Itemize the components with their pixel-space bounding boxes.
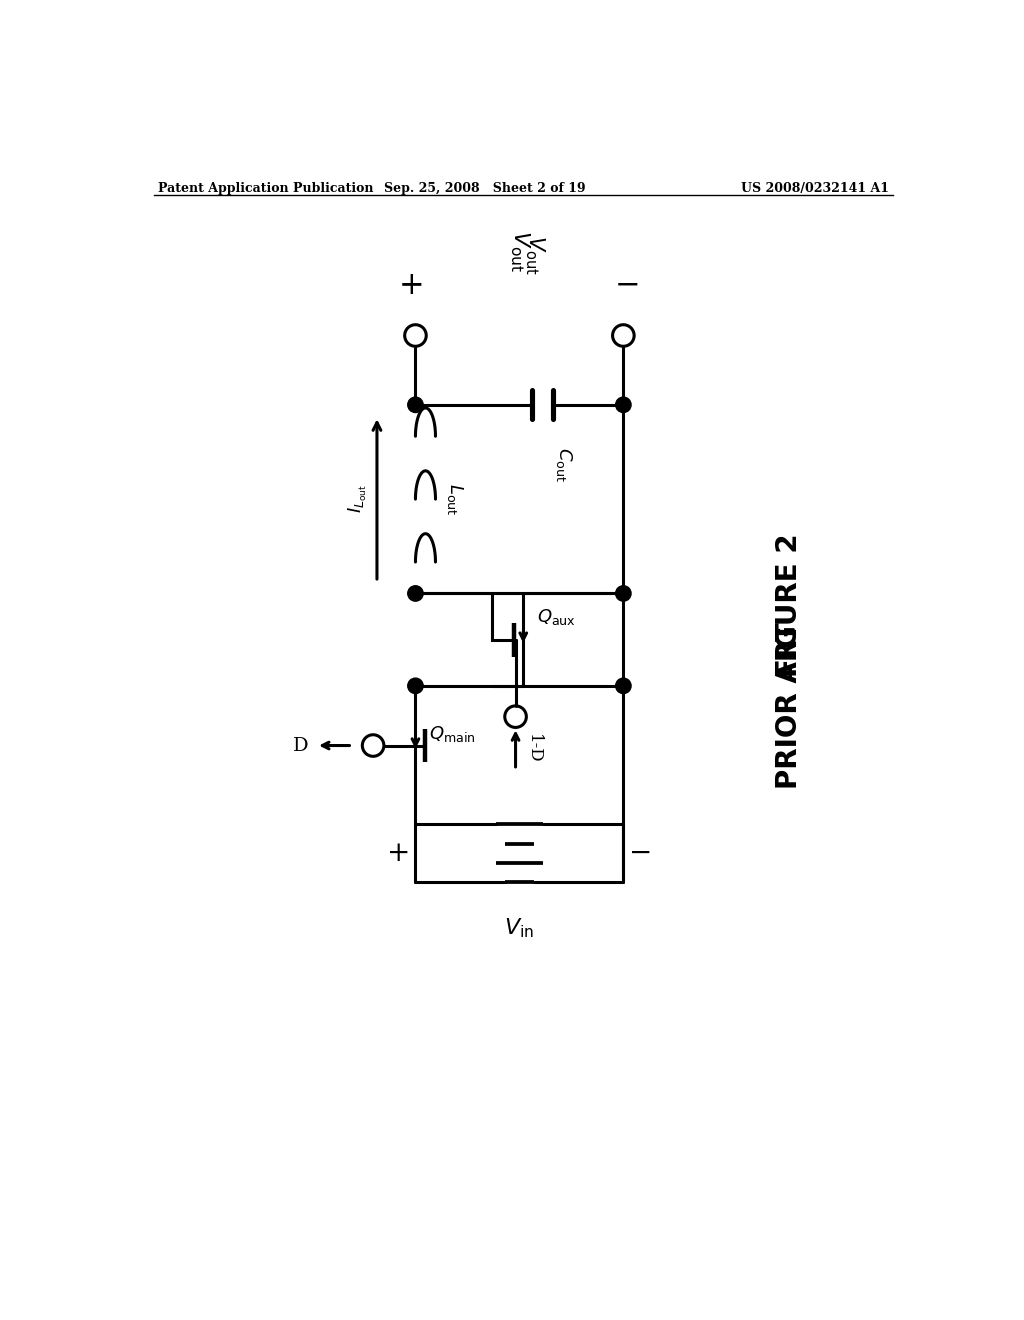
Circle shape: [408, 397, 423, 413]
Text: Patent Application Publication: Patent Application Publication: [158, 182, 373, 194]
Text: $V_{\rm out}$: $V_{\rm out}$: [508, 230, 531, 272]
Text: −: −: [614, 271, 640, 301]
Text: $L_{\rm out}$: $L_{\rm out}$: [444, 483, 465, 515]
Text: $Q_{\rm main}$: $Q_{\rm main}$: [429, 723, 476, 744]
Text: $Q_{\rm aux}$: $Q_{\rm aux}$: [538, 607, 577, 627]
Text: FIGURE 2: FIGURE 2: [775, 533, 803, 677]
Circle shape: [408, 678, 423, 693]
Text: +: +: [387, 840, 411, 867]
Text: $V_{\rm out}$: $V_{\rm out}$: [523, 235, 547, 275]
Circle shape: [615, 397, 631, 413]
Text: $C_{\rm out}$: $C_{\rm out}$: [554, 447, 574, 482]
Text: US 2008/0232141 A1: US 2008/0232141 A1: [741, 182, 889, 194]
Text: Sep. 25, 2008   Sheet 2 of 19: Sep. 25, 2008 Sheet 2 of 19: [384, 182, 586, 194]
Text: +: +: [398, 271, 424, 301]
Text: −: −: [629, 840, 652, 867]
Text: 1-D: 1-D: [524, 734, 542, 764]
Text: $I_{L_{\rm out}}$: $I_{L_{\rm out}}$: [347, 484, 369, 513]
Circle shape: [615, 678, 631, 693]
Text: $V_{\rm in}$: $V_{\rm in}$: [505, 917, 535, 940]
Text: PRIOR ART: PRIOR ART: [775, 622, 803, 788]
Circle shape: [615, 586, 631, 601]
Text: D: D: [293, 737, 308, 755]
Circle shape: [408, 586, 423, 601]
